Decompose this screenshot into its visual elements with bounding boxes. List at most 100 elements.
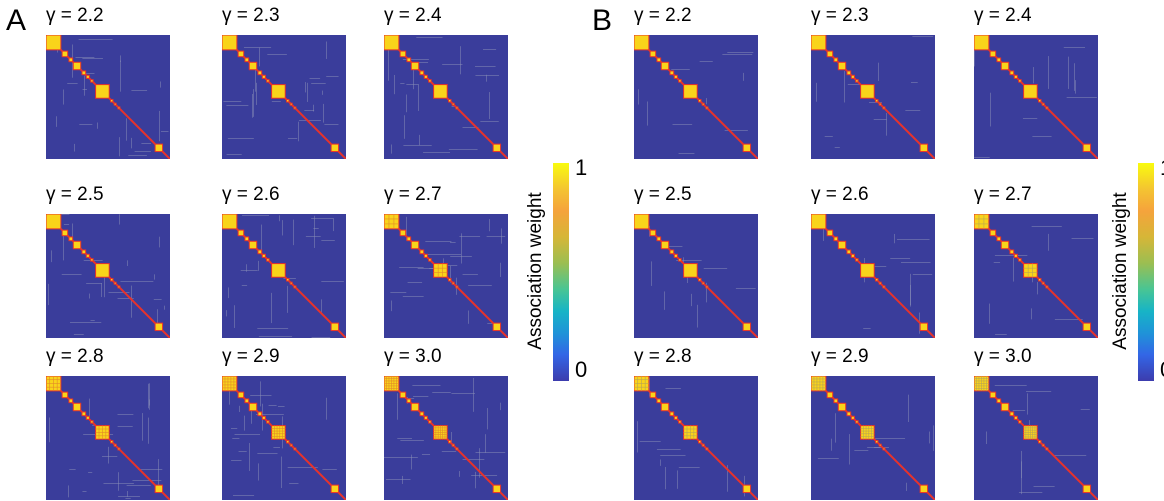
gamma-label: γ = 2.4 (384, 5, 442, 26)
matrix-speckle (279, 215, 280, 222)
matrix-block (117, 106, 121, 110)
matrix-block (46, 214, 62, 230)
matrix-speckle (1022, 118, 1038, 119)
matrix-speckle (691, 293, 692, 307)
matrix-speckle (253, 89, 254, 117)
matrix-speckle (250, 395, 272, 396)
matrix-speckle (242, 215, 270, 216)
matrix-speckle (252, 94, 253, 118)
association-matrix (384, 35, 508, 159)
matrix-block (222, 214, 238, 230)
matrix-speckle (844, 70, 845, 103)
matrix-block (85, 74, 90, 79)
matrix-block (261, 415, 266, 420)
matrix-speckle (311, 83, 326, 84)
matrix-block (705, 447, 709, 451)
matrix-block (1013, 415, 1018, 420)
matrix-speckle (51, 250, 52, 263)
matrix-speckle (423, 152, 451, 153)
matrix-speckle (990, 92, 991, 127)
matrix-block (989, 50, 997, 58)
panel-label-b: B (592, 4, 613, 37)
matrix-speckle (706, 282, 707, 303)
matrix-block (90, 79, 94, 83)
matrix-block (919, 143, 929, 153)
matrix-block (701, 443, 705, 447)
matrix-speckle (241, 285, 248, 286)
matrix-speckle (489, 92, 490, 120)
matrix-block (882, 447, 886, 451)
matrix-block (989, 229, 997, 237)
matrix-speckle (229, 387, 230, 405)
matrix-block (271, 263, 286, 278)
matrix-speckle (131, 137, 132, 149)
matrix-speckle (425, 241, 452, 242)
matrix-speckle (649, 225, 650, 237)
matrix-speckle (908, 394, 909, 423)
matrix-block (826, 50, 834, 58)
matrix-speckle (63, 89, 64, 105)
matrix-speckle (994, 255, 1028, 256)
matrix-block (837, 61, 847, 71)
matrix-speckle (119, 214, 120, 225)
matrix-speckle (873, 266, 887, 267)
matrix-speckle (282, 220, 283, 236)
matrix-block (701, 281, 705, 285)
matrix-speckle (287, 467, 318, 468)
matrix-block (285, 277, 290, 282)
matrix-speckle (485, 434, 486, 453)
matrix-speckle (231, 460, 242, 461)
matrix-speckle (298, 120, 321, 121)
matrix-block (237, 50, 245, 58)
matrix-speckle (1063, 47, 1086, 48)
matrix-block (222, 376, 238, 392)
matrix-block (428, 420, 432, 424)
gamma-label: γ = 2.8 (46, 346, 104, 367)
matrix-block (72, 240, 82, 250)
matrix-block (266, 258, 270, 262)
matrix-speckle (63, 224, 70, 225)
matrix-speckle (441, 451, 457, 452)
matrix-speckle (468, 310, 469, 324)
matrix-block (656, 236, 662, 242)
matrix-speckle (735, 288, 756, 289)
gamma-label: γ = 2.3 (222, 5, 280, 26)
association-matrix (811, 35, 935, 159)
matrix-speckle (255, 414, 284, 415)
matrix-speckle (289, 483, 299, 484)
matrix-block (423, 74, 428, 79)
matrix-block (451, 102, 455, 106)
matrix-block (1041, 102, 1045, 106)
matrix-block (237, 391, 245, 399)
matrix-block (68, 57, 74, 63)
matrix-block (649, 50, 657, 58)
matrix-block (154, 484, 164, 494)
matrix-speckle (326, 41, 327, 59)
matrix-speckle (400, 83, 405, 84)
matrix-speckle (994, 385, 1027, 386)
matrix-speckle (246, 264, 247, 272)
gamma-label: γ = 2.9 (811, 346, 869, 367)
matrix-speckle (311, 337, 331, 338)
association-matrix (811, 214, 935, 338)
matrix-speckle (104, 275, 105, 298)
matrix-speckle (159, 110, 160, 142)
matrix-speckle (432, 392, 451, 393)
matrix-block (837, 402, 847, 412)
matrix-speckle (326, 76, 339, 77)
matrix-block (846, 70, 852, 76)
matrix-speckle (1033, 67, 1034, 84)
matrix-speckle (158, 459, 159, 487)
association-matrix (46, 35, 170, 159)
matrix-speckle (74, 143, 75, 152)
matrix-speckle (671, 69, 690, 70)
matrix-block (874, 98, 879, 103)
matrix-speckle (1021, 450, 1022, 479)
matrix-speckle (986, 431, 987, 445)
matrix-block (330, 143, 340, 153)
gamma-label: γ = 2.9 (222, 346, 280, 367)
matrix-speckle (672, 124, 693, 125)
matrix-speckle (117, 414, 134, 415)
matrix-speckle (482, 49, 497, 50)
matrix-block (406, 57, 412, 63)
